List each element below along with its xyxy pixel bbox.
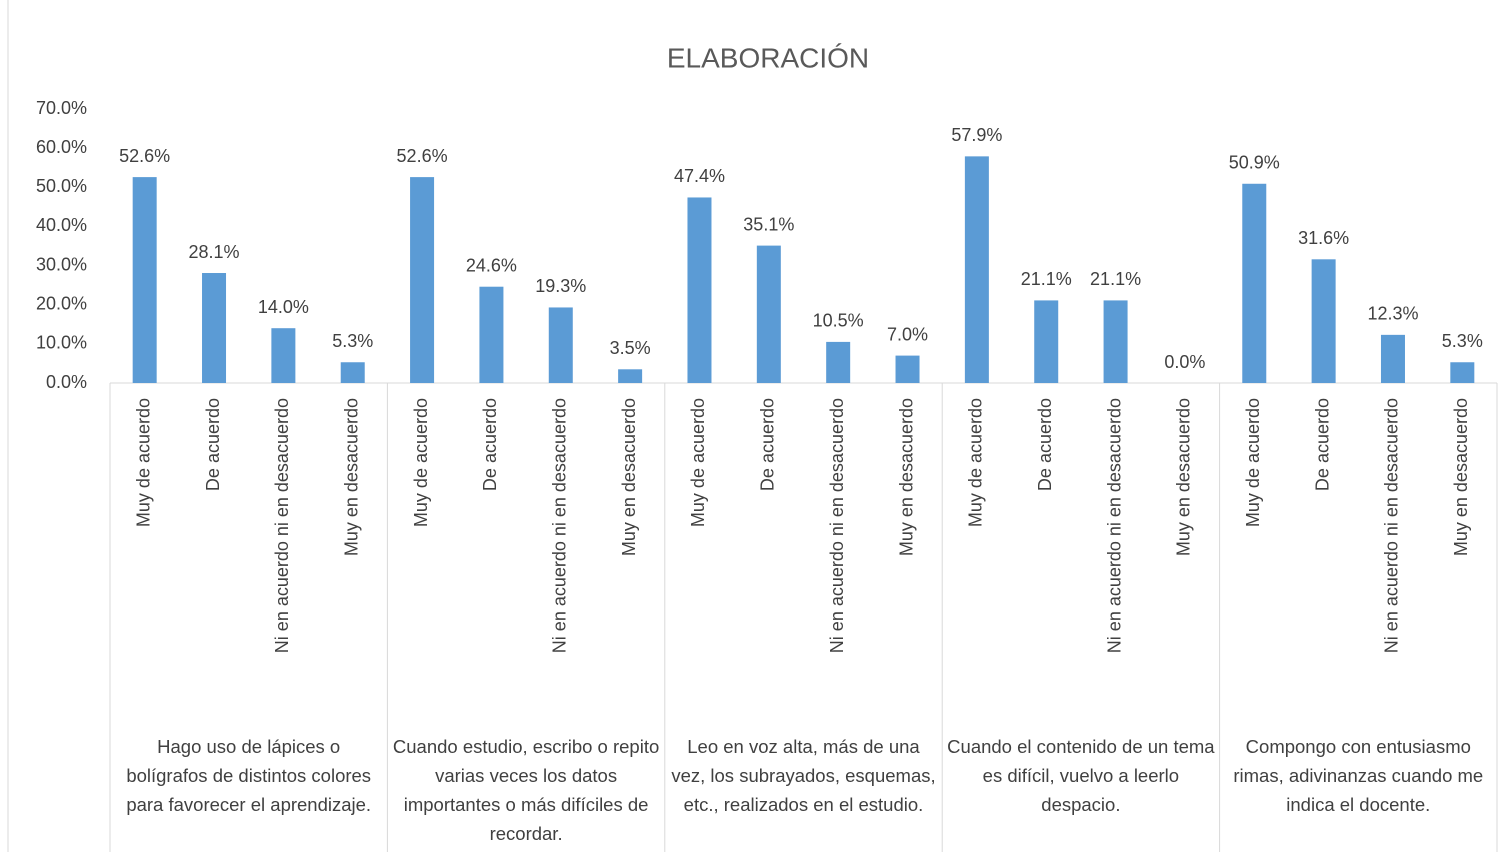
bar [1034, 300, 1059, 383]
x-tick-label: Muy de acuerdo [1243, 398, 1263, 527]
x-tick-label: De acuerdo [758, 398, 778, 491]
data-label: 5.3% [1442, 331, 1483, 351]
x-tick-label: De acuerdo [1035, 398, 1055, 491]
data-label: 3.5% [610, 338, 651, 358]
x-tick-label: Muy de acuerdo [411, 398, 431, 527]
data-label: 10.5% [813, 311, 864, 331]
y-tick-label: 60.0% [36, 137, 87, 157]
x-tick-label: Ni en acuerdo ni en desacuerdo [1382, 398, 1402, 653]
group-label: Leo en voz alta, más de una vez, los sub… [671, 736, 936, 815]
bar [479, 286, 504, 383]
group-label: Compongo con entusiasmo rimas, adivinanz… [1233, 736, 1484, 815]
x-tick-label: De acuerdo [1312, 398, 1332, 491]
group-label: Cuando el contenido de un tema es difíci… [947, 736, 1215, 815]
x-tick-label: Muy en desacuerdo [1174, 398, 1194, 556]
group-label: Cuando estudio, escribo o repito varias … [392, 736, 660, 844]
data-label: 14.0% [258, 297, 309, 317]
x-tick-label: Muy en desacuerdo [341, 398, 361, 556]
data-label: 52.6% [397, 146, 448, 166]
bar [964, 156, 989, 383]
data-label: 0.0% [1164, 352, 1205, 372]
x-tick-label: Muy en desacuerdo [896, 398, 916, 556]
y-tick-label: 10.0% [36, 333, 87, 353]
x-tick-label: De acuerdo [480, 398, 500, 491]
data-label: 5.3% [332, 331, 373, 351]
bar [1311, 259, 1336, 383]
y-tick-label: 40.0% [36, 215, 87, 235]
x-tick-label: Muy en desacuerdo [619, 398, 639, 556]
data-label: 31.6% [1298, 228, 1349, 248]
bar [1380, 334, 1405, 383]
bar [756, 245, 781, 383]
bar [826, 341, 851, 383]
data-label: 12.3% [1367, 304, 1418, 324]
bar [1450, 362, 1475, 383]
x-tick-label: Ni en acuerdo ni en desacuerdo [272, 398, 292, 653]
data-label: 52.6% [119, 146, 170, 166]
data-label: 21.1% [1021, 269, 1072, 289]
bar [687, 197, 712, 383]
bar [271, 328, 296, 383]
x-tick-label: Muy de acuerdo [688, 398, 708, 527]
y-tick-label: 50.0% [36, 176, 87, 196]
x-tick-label: De acuerdo [203, 398, 223, 491]
bar [340, 362, 365, 383]
data-label: 35.1% [743, 214, 794, 234]
data-label: 7.0% [887, 324, 928, 344]
y-tick-label: 0.0% [46, 372, 87, 392]
data-label: 50.9% [1229, 153, 1280, 173]
bar [548, 307, 573, 383]
group-label: Hago uso de lápices o bolígrafos de dist… [126, 736, 372, 815]
bar [895, 355, 920, 383]
x-tick-label: Ni en acuerdo ni en desacuerdo [827, 398, 847, 653]
x-tick-label: Ni en acuerdo ni en desacuerdo [1104, 398, 1124, 653]
x-tick-label: Ni en acuerdo ni en desacuerdo [550, 398, 570, 653]
x-tick-label: Muy de acuerdo [133, 398, 153, 527]
chart-title: ELABORACIÓN [667, 42, 869, 73]
bar [1242, 183, 1267, 383]
x-tick-label: Muy en desacuerdo [1451, 398, 1471, 556]
y-tick-label: 20.0% [36, 293, 87, 313]
bar [410, 177, 435, 383]
data-label: 21.1% [1090, 269, 1141, 289]
data-label: 47.4% [674, 166, 725, 186]
bar [132, 177, 157, 383]
bar [202, 273, 227, 383]
x-tick-label: Muy de acuerdo [966, 398, 986, 527]
data-label: 28.1% [189, 242, 240, 262]
data-label: 24.6% [466, 255, 517, 275]
bar [1103, 300, 1128, 383]
bar [618, 369, 643, 383]
data-label: 19.3% [535, 276, 586, 296]
data-label: 57.9% [951, 125, 1002, 145]
y-tick-label: 70.0% [36, 98, 87, 118]
y-tick-label: 30.0% [36, 254, 87, 274]
